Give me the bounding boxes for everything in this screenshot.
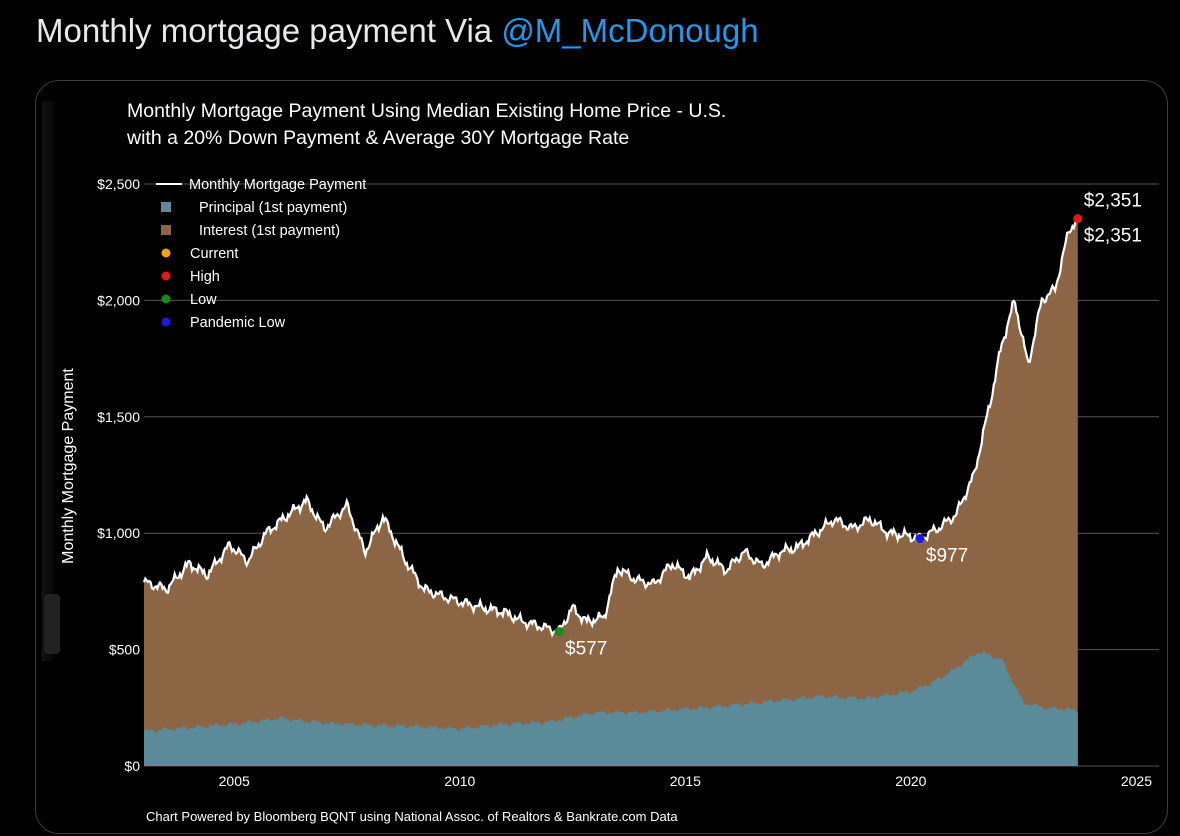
y-axis: $0 $500 $1,000 $1,500 $2,000 $2,500 xyxy=(97,176,140,774)
tweet-body: Monthly mortgage payment Via xyxy=(36,12,502,49)
x-axis: 2005 2010 2015 2020 2025 xyxy=(219,773,1153,789)
y-tick-label: $1,500 xyxy=(97,409,140,425)
marker-high xyxy=(1073,214,1083,224)
legend: Monthly Mortgage Payment Principal (1st p… xyxy=(156,177,366,331)
chart-footer: Chart Powered by Bloomberg BQNT using Na… xyxy=(146,809,678,824)
x-tick-label: 2025 xyxy=(1121,773,1152,789)
legend-label: Monthly Mortgage Payment xyxy=(189,177,366,193)
legend-label: Interest (1st payment) xyxy=(199,223,340,239)
legend-square-swatch xyxy=(161,202,171,212)
legend-label: Principal (1st payment) xyxy=(199,200,347,216)
annotation-label: $977 xyxy=(926,546,968,567)
annotation-label: $2,351 xyxy=(1084,191,1142,212)
legend-label: Pandemic Low xyxy=(190,315,286,331)
marker-pandemic-low xyxy=(915,534,925,544)
chart-title-line1: Monthly Mortgage Payment Using Median Ex… xyxy=(127,100,726,122)
chart-title-line2: with a 20% Down Payment & Average 30Y Mo… xyxy=(126,127,629,149)
principal-area xyxy=(144,651,1078,766)
card-left-edge xyxy=(42,101,54,661)
legend-dot-swatch xyxy=(161,248,171,258)
annotation-label: $2,351 xyxy=(1084,226,1142,247)
interest-area xyxy=(144,218,1078,767)
y-tick-label: $2,000 xyxy=(97,292,140,308)
marker-low xyxy=(554,627,564,637)
legend-dot-swatch xyxy=(161,294,171,304)
annotation-label: $577 xyxy=(565,639,607,660)
legend-label: Low xyxy=(190,292,217,308)
y-axis-label: Monthly Mortgage Payment xyxy=(60,368,77,564)
legend-square-swatch xyxy=(161,225,171,235)
y-tick-label: $1,000 xyxy=(97,525,140,541)
x-tick-label: 2015 xyxy=(670,773,701,789)
x-tick-label: 2005 xyxy=(219,773,250,789)
legend-dot-swatch xyxy=(161,271,171,281)
tweet-handle-link[interactable]: @M_McDonough xyxy=(501,12,759,49)
card-scroll-tab xyxy=(44,594,60,654)
chart-card[interactable]: Monthly Mortgage Payment Using Median Ex… xyxy=(35,80,1168,834)
tweet-text: Monthly mortgage payment Via @M_McDonoug… xyxy=(36,12,759,50)
legend-dot-swatch xyxy=(161,317,171,327)
mortgage-chart: Monthly Mortgage Payment Using Median Ex… xyxy=(60,100,1159,824)
y-tick-label: $500 xyxy=(109,642,140,658)
x-tick-label: 2010 xyxy=(444,773,475,789)
annotations: $2,351 $2,351 $977 $577 xyxy=(554,191,1142,660)
x-tick-label: 2020 xyxy=(895,773,926,789)
y-tick-label: $0 xyxy=(124,758,140,774)
legend-label: High xyxy=(190,269,220,285)
legend-label: Current xyxy=(190,246,238,262)
y-tick-label: $2,500 xyxy=(97,176,140,192)
